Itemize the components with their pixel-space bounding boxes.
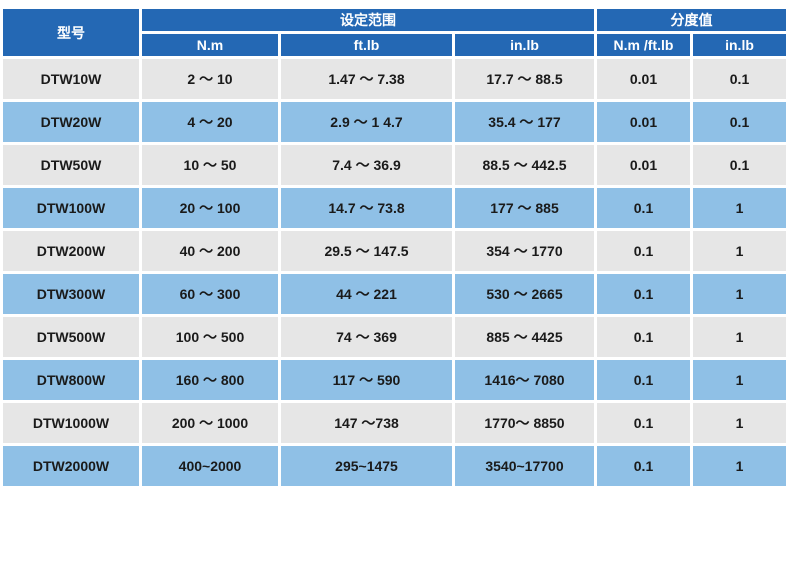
range-group-header: 设定范围 [142, 9, 594, 31]
table-row: DTW200W 40 ～ 200 29.5 ～ 147.5 354 ～ 1770 0.1… [3, 231, 786, 271]
model-cell: DTW300W [3, 274, 139, 314]
inlb-resolution-cell: 1 [693, 317, 786, 357]
model-header: 型号 [3, 9, 139, 56]
ftlb-range-cell: 7.4 ～ 36.9 [281, 145, 452, 185]
ftlb-range-cell: 2.9 ～ 1 4.7 [281, 102, 452, 142]
table-row: DTW2000W 400~2000 295~1475 3540~17700 0.1 1 [3, 446, 786, 486]
header-group-row: 型号 设定范围 分度值 [3, 9, 786, 56]
inlb-range-cell: 177 ～ 885 [455, 188, 594, 228]
nm-range-cell: 2 ～ 10 [142, 59, 278, 99]
model-cell: DTW800W [3, 360, 139, 400]
table-row: DTW300W 60 ～ 300 44 ～ 221 530 ～ 2665 0.1 1 [3, 274, 786, 314]
ftlb-range-cell: 29.5 ～ 147.5 [281, 231, 452, 271]
nm-ftlb-resolution-cell: 0.01 [597, 145, 690, 185]
model-cell: DTW2000W [3, 446, 139, 486]
nm-ftlb-resolution-header: N.m /ft.lb [597, 34, 690, 56]
nm-ftlb-resolution-cell: 0.1 [597, 403, 690, 443]
resolution-group-header: 分度值 [597, 9, 786, 31]
inlb-resolution-cell: 1 [693, 188, 786, 228]
inlb-range-cell: 17.7 ～ 88.5 [455, 59, 594, 99]
model-cell: DTW1000W [3, 403, 139, 443]
nm-ftlb-resolution-cell: 0.1 [597, 446, 690, 486]
inlb-range-cell: 1416～ 7080 [455, 360, 594, 400]
inlb-range-cell: 1770～ 8850 [455, 403, 594, 443]
model-cell: DTW50W [3, 145, 139, 185]
model-cell: DTW10W [3, 59, 139, 99]
nm-ftlb-resolution-cell: 0.1 [597, 360, 690, 400]
ftlb-range-cell: 44 ～ 221 [281, 274, 452, 314]
table-row: DTW1000W 200 ～ 1000 147 ～738 1770～ 8850 0.1 1 [3, 403, 786, 443]
header-sub-row: N.m ft.lb in.lb N.m /ft.lb in.lb [3, 34, 786, 56]
nm-range-cell: 40 ～ 200 [142, 231, 278, 271]
nm-range-cell: 200 ～ 1000 [142, 403, 278, 443]
inlb-resolution-cell: 1 [693, 231, 786, 271]
inlb-resolution-header: in.lb [693, 34, 786, 56]
model-cell: DTW200W [3, 231, 139, 271]
inlb-resolution-cell: 1 [693, 274, 786, 314]
table-row: DTW500W 100 ～ 500 74 ～ 369 885 ～ 4425 0.1 1 [3, 317, 786, 357]
inlb-range-cell: 885 ～ 4425 [455, 317, 594, 357]
table-body: DTW10W 2 ～ 10 1.47 ～ 7.38 17.7 ～ 88.5 0.01 0.… [3, 59, 786, 486]
ftlb-range-cell: 117 ～ 590 [281, 360, 452, 400]
table-row: DTW20W 4 ～ 20 2.9 ～ 1 4.7 35.4 ～ 177 0.01 0.1 [3, 102, 786, 142]
ftlb-range-cell: 74 ～ 369 [281, 317, 452, 357]
inlb-range-cell: 3540~17700 [455, 446, 594, 486]
table-row: DTW800W 160 ～ 800 117 ～ 590 1416～ 7080 0.1 1 [3, 360, 786, 400]
ftlb-range-cell: 14.7 ～ 73.8 [281, 188, 452, 228]
inlb-resolution-cell: 1 [693, 403, 786, 443]
spec-table: 型号 设定范围 分度值 N.m ft.lb in.lb N.m /ft.lb i… [0, 6, 789, 489]
nm-ftlb-resolution-cell: 0.01 [597, 102, 690, 142]
nm-range-cell: 20 ～ 100 [142, 188, 278, 228]
inlb-range-header: in.lb [455, 34, 594, 56]
ftlb-range-cell: 1.47 ～ 7.38 [281, 59, 452, 99]
nm-range-cell: 400~2000 [142, 446, 278, 486]
nm-ftlb-resolution-cell: 0.1 [597, 188, 690, 228]
inlb-resolution-cell: 1 [693, 360, 786, 400]
nm-range-cell: 100 ～ 500 [142, 317, 278, 357]
inlb-resolution-cell: 0.1 [693, 145, 786, 185]
inlb-range-cell: 530 ～ 2665 [455, 274, 594, 314]
nm-ftlb-resolution-cell: 0.01 [597, 59, 690, 99]
nm-range-cell: 4 ～ 20 [142, 102, 278, 142]
model-cell: DTW20W [3, 102, 139, 142]
ftlb-range-cell: 295~1475 [281, 446, 452, 486]
table-row: DTW100W 20 ～ 100 14.7 ～ 73.8 177 ～ 885 0.1 1 [3, 188, 786, 228]
inlb-resolution-cell: 0.1 [693, 59, 786, 99]
nm-range-cell: 10 ～ 50 [142, 145, 278, 185]
nm-ftlb-resolution-cell: 0.1 [597, 317, 690, 357]
inlb-resolution-cell: 0.1 [693, 102, 786, 142]
inlb-resolution-cell: 1 [693, 446, 786, 486]
model-cell: DTW100W [3, 188, 139, 228]
table-header: 型号 设定范围 分度值 N.m ft.lb in.lb N.m /ft.lb i… [3, 9, 786, 56]
table-row: DTW50W 10 ～ 50 7.4 ～ 36.9 88.5 ～ 442.5 0.01 0… [3, 145, 786, 185]
inlb-range-cell: 88.5 ～ 442.5 [455, 145, 594, 185]
inlb-range-cell: 35.4 ～ 177 [455, 102, 594, 142]
inlb-range-cell: 354 ～ 1770 [455, 231, 594, 271]
table-row: DTW10W 2 ～ 10 1.47 ～ 7.38 17.7 ～ 88.5 0.01 0.… [3, 59, 786, 99]
ftlb-range-cell: 147 ～738 [281, 403, 452, 443]
nm-range-header: N.m [142, 34, 278, 56]
nm-range-cell: 160 ～ 800 [142, 360, 278, 400]
nm-range-cell: 60 ～ 300 [142, 274, 278, 314]
nm-ftlb-resolution-cell: 0.1 [597, 274, 690, 314]
model-cell: DTW500W [3, 317, 139, 357]
nm-ftlb-resolution-cell: 0.1 [597, 231, 690, 271]
ftlb-range-header: ft.lb [281, 34, 452, 56]
